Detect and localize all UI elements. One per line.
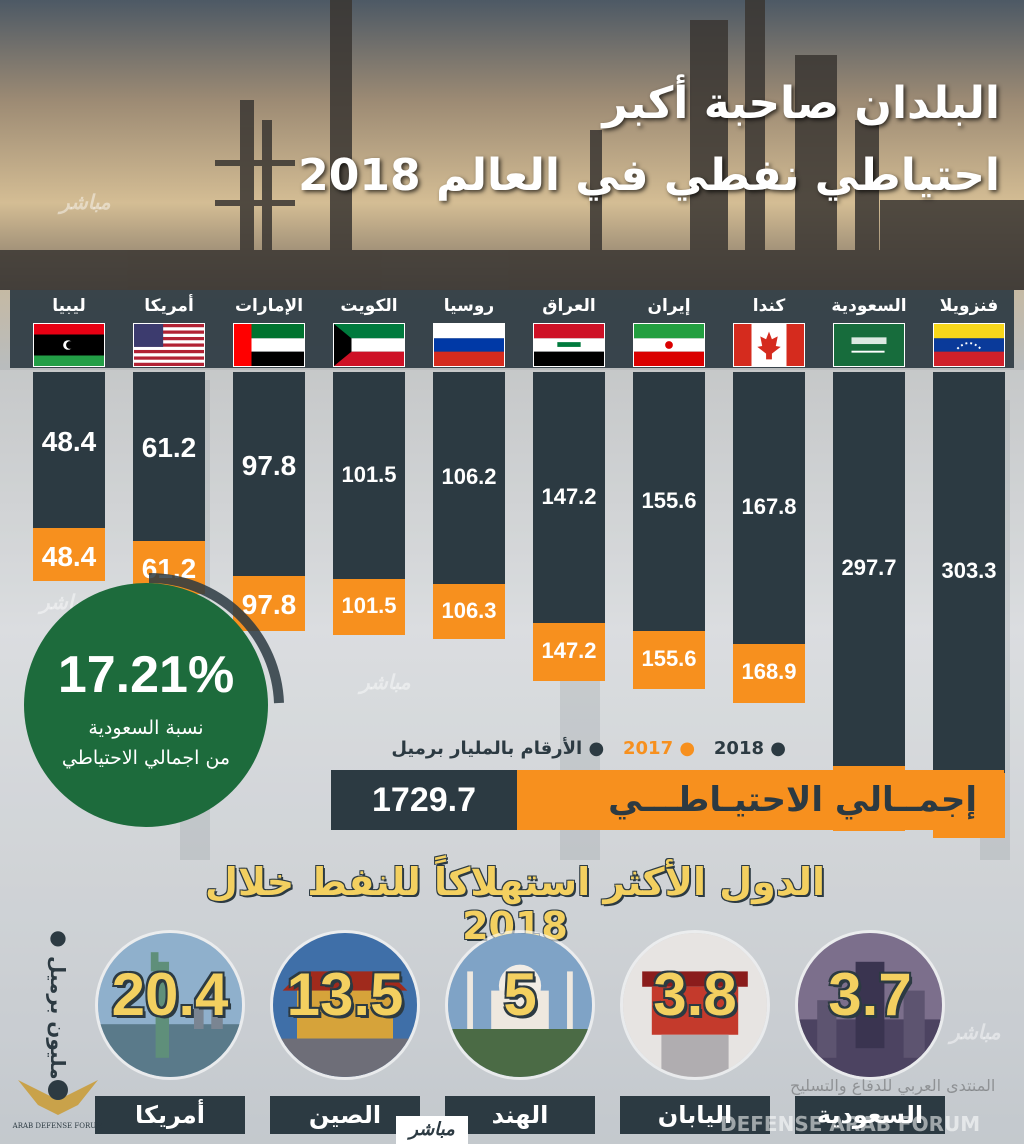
consumption-unit: مليون برميل ●: [46, 925, 70, 1080]
consumption-value: 3.7: [828, 961, 912, 1028]
chart-title-line1: البلدان صاحبة أكبر: [602, 78, 1000, 129]
saudi-share-percent: 17.21%: [57, 646, 235, 704]
total-value: 1729.7: [372, 781, 476, 819]
consumption-title: الدول الأكثر استهلاكاً للنفط خلال 2018: [204, 860, 826, 948]
legend-unit: الأرقام بالمليار برميل: [391, 738, 583, 759]
bar-2017: [333, 579, 405, 635]
value-label-2018: 48.4: [41, 426, 97, 458]
value-label-2018: 61.2: [141, 432, 197, 464]
country-name: إيران: [647, 296, 691, 316]
total-label: إجمــالي الاحتيـاطـــي: [608, 780, 977, 820]
consumption-value: 13.5: [286, 961, 404, 1028]
consumption-country: اليابان: [620, 1096, 770, 1134]
country-name: السعودية: [831, 296, 907, 316]
country-name: الإمارات: [234, 296, 304, 316]
india-taj-mahal-image: [445, 930, 595, 1080]
value-label-2017: 168.9: [741, 659, 797, 685]
country-name: الكويت: [340, 296, 398, 316]
consumption-unit-text: مليون برميل: [46, 956, 70, 1080]
bar-2018: [733, 372, 805, 645]
watermark: مباشر: [360, 670, 411, 694]
japan-temple-image: [620, 930, 770, 1080]
bar-2017: [533, 623, 605, 681]
legend-unit-dot: ●: [582, 738, 605, 759]
bar-2018: [433, 372, 505, 585]
chart-legend: ● 2018 ● 2017 ● الأرقام بالمليار برميل: [391, 738, 786, 759]
consumption-value: 20.4: [111, 961, 229, 1028]
saudi-share-caption2: من اجمالي الاحتياطي: [61, 747, 231, 769]
forum-english-watermark: DEFENSE ARAB FORUM: [720, 1112, 981, 1136]
bar-2017: [33, 528, 105, 581]
value-label-2018: 303.3: [941, 558, 997, 584]
value-label-2018: 101.5: [341, 461, 397, 487]
total-reserves-box: 1729.7 إجمــالي الاحتيـاطـــي: [331, 770, 1004, 830]
value-label-2018: 147.2: [541, 483, 597, 509]
consumption-country: الهند: [445, 1096, 595, 1134]
value-label-2018: 297.7: [841, 555, 897, 581]
saudi-flag-icon: [833, 323, 905, 367]
country-name: روسيا: [443, 296, 495, 316]
mubasher-badge: مباشر: [396, 1116, 468, 1144]
uae-flag-icon: [233, 323, 305, 367]
iran-flag-icon: [633, 323, 705, 367]
usa-flag-icon: [133, 323, 205, 367]
bar-2018: [633, 372, 705, 632]
bar-2018: [833, 372, 905, 767]
country-name: فنزويلا: [939, 296, 999, 316]
legend-2018: 2018: [713, 738, 765, 759]
bar-2018: [33, 372, 105, 529]
russia-flag-icon: [433, 323, 505, 367]
value-label-2017: 97.8: [241, 589, 297, 621]
bar-2017: [433, 584, 505, 640]
value-label-2017: 106.3: [441, 597, 497, 623]
venezuela-flag-icon: [933, 323, 1005, 367]
iraq-flag-icon: [533, 323, 605, 367]
kuwait-flag-icon: [333, 323, 405, 367]
country-name: ليبيا: [52, 296, 86, 316]
country-name: كندا: [752, 296, 786, 316]
bar-2017: [633, 631, 705, 690]
legend-dot-2018: ●: [764, 738, 786, 759]
country-name: العراق: [542, 296, 596, 316]
share-ring: [148, 573, 284, 704]
legend-2017: 2017: [623, 738, 674, 759]
saudi-share-circle: 17.21% نسبة السعودية من اجمالي الاحتياطي: [24, 583, 268, 827]
total-label-bg: [517, 770, 1004, 830]
value-label-2018: 155.6: [641, 487, 697, 513]
libya-flag-icon: [33, 323, 105, 367]
consumption-country: أمريكا: [95, 1096, 245, 1134]
arab-defense-forum-logo-icon: [18, 1080, 98, 1115]
total-value-bg: [331, 770, 517, 830]
forum-arabic-watermark: المنتدى العربي للدفاع والتسليح: [790, 1076, 996, 1095]
bar-2018: [233, 372, 305, 576]
value-label-2018: 97.8: [241, 449, 297, 481]
value-label-2017: 101.5: [341, 592, 397, 618]
bar-2017: [733, 644, 805, 703]
saudi-share-caption1: نسبة السعودية: [88, 717, 204, 739]
country-name: أمريكا: [144, 296, 194, 316]
consumption-value: 3.8: [653, 961, 737, 1028]
bar-2018: [333, 372, 405, 580]
consumption-country: الصين: [270, 1096, 420, 1134]
consumption-value: 5: [503, 961, 537, 1028]
value-label-2017: 48.4: [41, 540, 97, 572]
legend-dot-2017: ●: [673, 738, 696, 759]
bar-2018: [933, 372, 1005, 773]
canada-flag-icon: [733, 323, 805, 367]
bar-2018: [133, 372, 205, 541]
watermark: مباشر: [950, 1020, 1001, 1044]
value-label-2018: 167.8: [741, 494, 797, 520]
chart-title-line2: احتياطي نفطي في العالم 2018: [298, 150, 1000, 201]
watermark: مباشر: [60, 190, 111, 214]
consumption-country: السعودية: [795, 1096, 945, 1134]
value-label-2018: 106.2: [441, 464, 497, 490]
bar-2018: [533, 372, 605, 624]
value-label-2017: 147.2: [541, 637, 597, 663]
value-label-2017: 155.6: [641, 646, 697, 672]
